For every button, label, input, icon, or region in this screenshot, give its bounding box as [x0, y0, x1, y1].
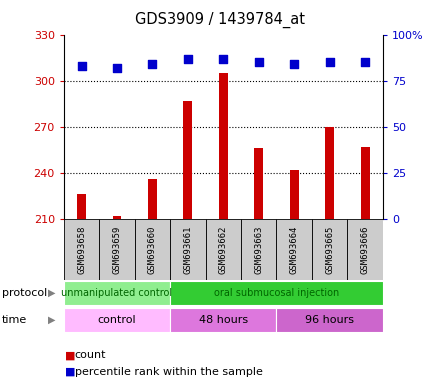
Text: GSM693660: GSM693660 [148, 225, 157, 274]
Point [362, 59, 369, 65]
Bar [254, 148, 263, 219]
Text: GSM693664: GSM693664 [290, 225, 299, 274]
Text: 96 hours: 96 hours [305, 315, 354, 325]
Point [255, 59, 262, 65]
FancyBboxPatch shape [276, 308, 383, 332]
Bar [361, 147, 370, 219]
FancyBboxPatch shape [241, 219, 276, 280]
Text: oral submucosal injection: oral submucosal injection [214, 288, 339, 298]
FancyBboxPatch shape [170, 219, 205, 280]
Text: GSM693659: GSM693659 [113, 225, 121, 274]
Text: ■: ■ [65, 367, 76, 377]
Bar [113, 216, 121, 219]
FancyBboxPatch shape [170, 308, 276, 332]
Text: GSM693663: GSM693663 [254, 225, 263, 274]
Point [184, 55, 191, 61]
Point [78, 63, 85, 69]
Bar [183, 101, 192, 219]
Text: percentile rank within the sample: percentile rank within the sample [75, 367, 263, 377]
Text: GSM693662: GSM693662 [219, 225, 228, 274]
Text: GSM693666: GSM693666 [360, 225, 370, 274]
Bar [77, 194, 86, 219]
FancyBboxPatch shape [99, 219, 135, 280]
Text: control: control [98, 315, 136, 325]
FancyBboxPatch shape [347, 219, 383, 280]
FancyBboxPatch shape [64, 281, 170, 305]
Bar [325, 127, 334, 219]
Text: GSM693658: GSM693658 [77, 225, 86, 274]
Point [326, 59, 333, 65]
FancyBboxPatch shape [205, 219, 241, 280]
Text: ▶: ▶ [48, 288, 56, 298]
FancyBboxPatch shape [276, 219, 312, 280]
Text: protocol: protocol [2, 288, 48, 298]
Text: GSM693661: GSM693661 [183, 225, 192, 274]
Text: time: time [2, 315, 27, 325]
Text: ▶: ▶ [48, 315, 56, 325]
Text: unmanipulated control: unmanipulated control [62, 288, 172, 298]
FancyBboxPatch shape [170, 281, 383, 305]
Bar [219, 73, 228, 219]
FancyBboxPatch shape [64, 219, 99, 280]
FancyBboxPatch shape [312, 219, 347, 280]
Point [291, 61, 298, 67]
Text: 48 hours: 48 hours [199, 315, 248, 325]
Bar [290, 170, 299, 219]
Point [149, 61, 156, 67]
Point [114, 65, 121, 71]
FancyBboxPatch shape [135, 219, 170, 280]
Point [220, 55, 227, 61]
Bar [148, 179, 157, 219]
Text: GSM693665: GSM693665 [325, 225, 334, 274]
Text: GDS3909 / 1439784_at: GDS3909 / 1439784_at [135, 12, 305, 28]
Text: ■: ■ [65, 350, 76, 360]
FancyBboxPatch shape [64, 308, 170, 332]
Text: count: count [75, 350, 106, 360]
